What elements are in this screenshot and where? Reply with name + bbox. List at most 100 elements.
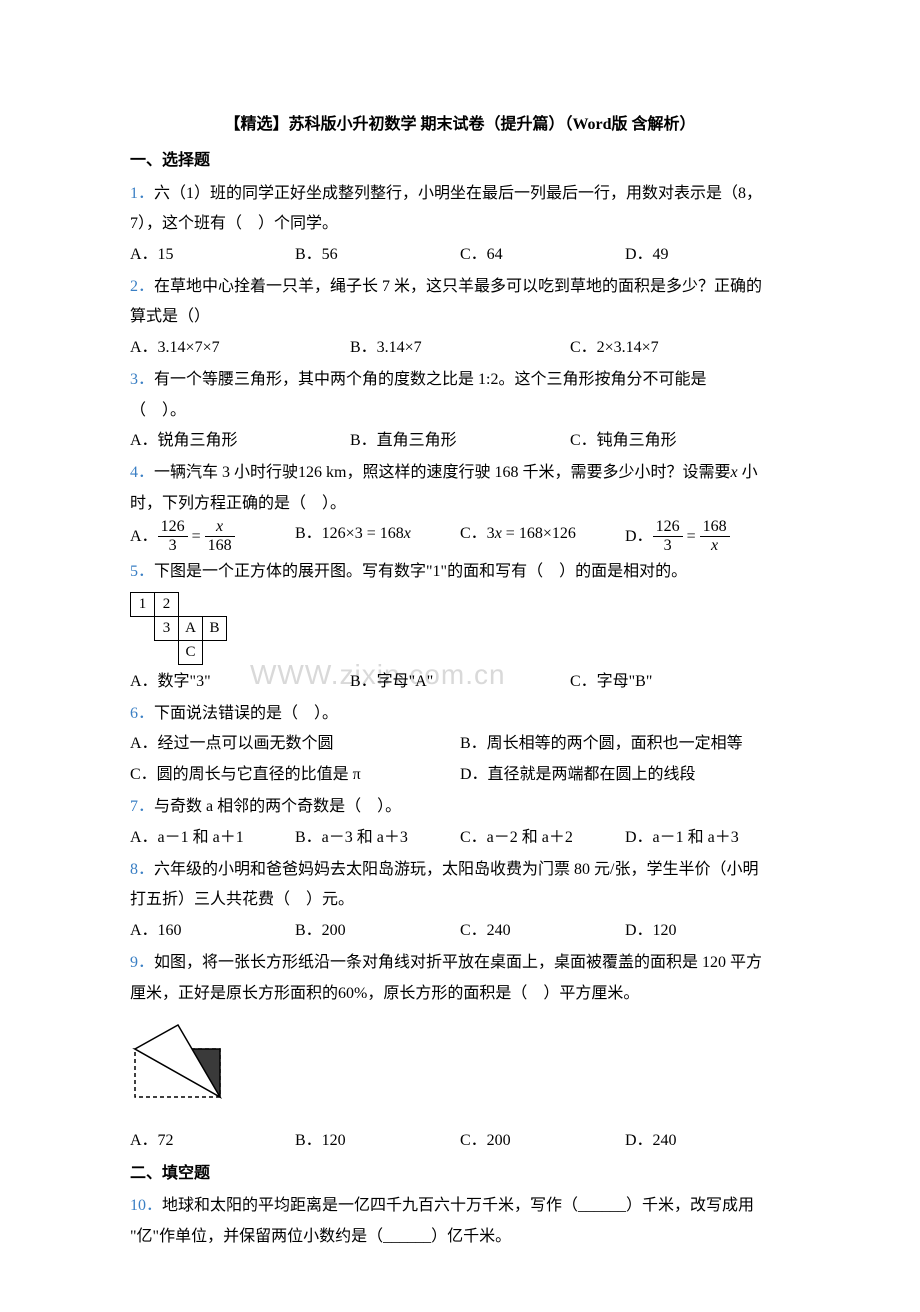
question-number: 6．	[130, 705, 154, 722]
question-text-cont: 打五折）三人共花费（ ）元。	[130, 885, 790, 915]
question-number: 7．	[130, 798, 154, 815]
denominator: x	[700, 536, 730, 555]
option-b: B．a－3 和 a＋3	[295, 823, 460, 853]
question-number: 2．	[130, 278, 154, 295]
option-label: B．126×3 = 168	[295, 525, 404, 542]
option-b: B．126×3 = 168x	[295, 519, 460, 555]
question-5: 5．下图是一个正方体的展开图。写有数字"1"的面和写有（ ）的面是相对的。	[130, 557, 790, 587]
math-x: x	[404, 525, 411, 542]
cube-cell: 2	[155, 592, 179, 616]
numerator: x	[205, 518, 235, 536]
option-a: A．15	[130, 240, 295, 270]
option-a: A．数字"3"	[130, 667, 350, 697]
option-label: A．	[130, 528, 158, 545]
question-3-options: A．锐角三角形 B．直角三角形 C．钝角三角形	[130, 426, 790, 456]
question-number: 3．	[130, 371, 154, 388]
question-4: 4．一辆汽车 3 小时行驶126 km，照这样的速度行驶 168 千米，需要多少…	[130, 458, 790, 488]
question-2: 2．在草地中心拴着一只羊，绳子长 7 米，这只羊最多可以吃到草地的面积是多少？正…	[130, 272, 790, 302]
question-6: 6．下面说法错误的是（ ）。	[130, 699, 790, 729]
question-8-options: A．160 B．200 C．240 D．120	[130, 916, 790, 946]
option-label: = 168×126	[502, 525, 576, 542]
option-a: A．1263 = x168	[130, 519, 295, 555]
option-d: D．1263 = 168x	[625, 519, 790, 555]
question-text: 六（1）班的同学正好坐成整列整行，小明坐在最后一列最后一行，用数对表示是（8，	[154, 185, 762, 202]
option-c: C．200	[460, 1126, 625, 1156]
section-2-heading: 二、填空题	[130, 1159, 790, 1189]
question-6-options-row1: A．经过一点可以画无数个圆 B．周长相等的两个圆，面积也一定相等	[130, 729, 790, 759]
section-1-heading: 一、选择题	[130, 146, 790, 176]
question-number: 9．	[130, 954, 154, 971]
question-6-options-row2: C．圆的周长与它直径的比值是 π D．直径就是两端都在圆上的线段	[130, 760, 790, 790]
question-text: 在草地中心拴着一只羊，绳子长 7 米，这只羊最多可以吃到草地的面积是多少？正确的	[154, 278, 762, 295]
denominator: 168	[205, 536, 235, 555]
numerator: 126	[653, 518, 683, 536]
question-4-options: A．1263 = x168 B．126×3 = 168x C．3x = 168×…	[130, 519, 790, 555]
question-text-cont: （ ）。	[130, 396, 790, 426]
question-text: 小	[742, 464, 758, 481]
option-d: D．120	[625, 916, 790, 946]
option-a: A．3.14×7×7	[130, 333, 350, 363]
denominator: 3	[158, 536, 188, 555]
option-a: A．160	[130, 916, 295, 946]
question-1: 1．六（1）班的同学正好坐成整列整行，小明坐在最后一列最后一行，用数对表示是（8…	[130, 179, 790, 209]
fold-diagram	[130, 1021, 790, 1112]
option-b: B．直角三角形	[350, 426, 570, 456]
option-b: B．120	[295, 1126, 460, 1156]
option-a: A．72	[130, 1126, 295, 1156]
question-text-cont: 时，下列方程正确的是（ ）。	[130, 489, 790, 519]
question-7-options: A．a－1 和 a＋1 B．a－3 和 a＋3 C．a－2 和 a＋2 D．a－…	[130, 823, 790, 853]
cube-cell: 1	[131, 592, 155, 616]
page-content: 【精选】苏科版小升初数学 期末试卷（提升篇）（Word版 含解析） 一、选择题 …	[130, 110, 790, 1252]
cube-cell: C	[179, 640, 203, 664]
option-b: B．3.14×7	[350, 333, 570, 363]
option-b: B．200	[295, 916, 460, 946]
option-c: C．64	[460, 240, 625, 270]
question-number: 4．	[130, 464, 154, 481]
question-text-cont: 7），这个班有（ ）个同学。	[130, 209, 790, 239]
question-text: 有一个等腰三角形，其中两个角的度数之比是 1:2。这个三角形按角分不可能是	[154, 371, 706, 388]
numerator: 126	[158, 518, 188, 536]
option-c: C．240	[460, 916, 625, 946]
question-5-options: A．数字"3" B．字母"A" C．字母"B"	[130, 667, 790, 697]
question-text-cont: "亿"作单位，并保留两位小数约是（______）亿千米。	[130, 1222, 790, 1252]
option-d: D．240	[625, 1126, 790, 1156]
question-3: 3．有一个等腰三角形，其中两个角的度数之比是 1:2。这个三角形按角分不可能是	[130, 365, 790, 395]
question-text-cont: 算式是（）	[130, 302, 790, 332]
question-1-options: A．15 B．56 C．64 D．49	[130, 240, 790, 270]
cube-cell: 3	[155, 616, 179, 640]
question-number: 5．	[130, 563, 154, 580]
question-9: 9．如图，将一张长方形纸沿一条对角线对折平放在桌面上，桌面被覆盖的面积是 120…	[130, 948, 790, 978]
question-10: 10．地球和太阳的平均距离是一亿四千九百六十万千米，写作（______）千米，改…	[130, 1191, 790, 1221]
question-text: 下图是一个正方体的展开图。写有数字"1"的面和写有（ ）的面是相对的。	[154, 563, 687, 580]
question-2-options: A．3.14×7×7 B．3.14×7 C．2×3.14×7	[130, 333, 790, 363]
cube-cell: B	[203, 616, 227, 640]
fraction: 1263	[653, 518, 683, 554]
option-a: A．a－1 和 a＋1	[130, 823, 295, 853]
option-a: A．经过一点可以画无数个圆	[130, 729, 460, 759]
option-b: B．字母"A"	[350, 667, 570, 697]
question-text-cont: 厘米，正好是原长方形面积的60%，原长方形的面积是（ ）平方厘米。	[130, 979, 790, 1009]
math-x: x	[495, 525, 502, 542]
option-c: C．圆的周长与它直径的比值是 π	[130, 760, 460, 790]
option-c: C．2×3.14×7	[570, 333, 790, 363]
denominator: 3	[653, 536, 683, 555]
cube-net-diagram: 1 2 3 A B C	[130, 592, 790, 665]
question-number: 1．	[130, 185, 154, 202]
question-8: 8．六年级的小明和爸爸妈妈去太阳岛游玩，太阳岛收费为门票 80 元/张，学生半价…	[130, 855, 790, 885]
question-number: 8．	[130, 861, 154, 878]
fraction: x168	[205, 518, 235, 554]
option-a: A．锐角三角形	[130, 426, 350, 456]
question-number: 10．	[130, 1197, 162, 1214]
cube-cell: A	[179, 616, 203, 640]
option-d: D．直径就是两端都在圆上的线段	[460, 760, 790, 790]
math-x: x	[730, 464, 737, 481]
option-c: C．钝角三角形	[570, 426, 790, 456]
fraction: 1263	[158, 518, 188, 554]
question-9-options: A．72 B．120 C．200 D．240	[130, 1126, 790, 1156]
question-text: 如图，将一张长方形纸沿一条对角线对折平放在桌面上，桌面被覆盖的面积是 120 平…	[154, 954, 762, 971]
option-c: C．3x = 168×126	[460, 519, 625, 555]
question-text: 六年级的小明和爸爸妈妈去太阳岛游玩，太阳岛收费为门票 80 元/张，学生半价（小…	[154, 861, 758, 878]
option-d: D．a－1 和 a＋3	[625, 823, 790, 853]
page-title: 【精选】苏科版小升初数学 期末试卷（提升篇）（Word版 含解析）	[130, 110, 790, 140]
question-7: 7．与奇数 a 相邻的两个奇数是（ ）。	[130, 792, 790, 822]
